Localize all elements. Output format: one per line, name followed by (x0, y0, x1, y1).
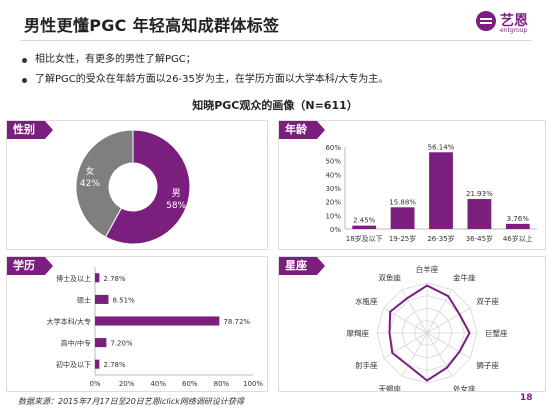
logo-subtext: entgroup (500, 27, 528, 34)
panel-tag-gender: 性别 (7, 121, 53, 139)
x-tick-label: 60% (182, 380, 198, 388)
page-title: 男性更懂PGC 年轻高知成群体标签 (24, 16, 280, 35)
y-tick-label: 60% (325, 144, 341, 152)
bullet-item: 了解PGC的受众在年龄方面以26-35岁为主，在学历方面以大学本科/大专为主。 (22, 70, 388, 90)
y-tick-label: 高中/中专 (61, 339, 91, 348)
bullet-text: 相比女性，有更多的男性了解PGC； (35, 54, 196, 65)
radar-axis-label: 白羊座 (416, 264, 439, 274)
bullet-list: 相比女性，有更多的男性了解PGC； 了解PGC的受众在年龄方面以26-35岁为主… (22, 50, 388, 90)
bar-value-label: 2.45% (353, 217, 376, 225)
age-panel: 年龄 0% 10% 20% 30% 40% 50% 60% 2.45% 18岁及以下 15.88%… (278, 120, 546, 250)
y-tick-label: 50% (325, 158, 341, 166)
gender-panel: 性别 男 58% 女 42% (6, 120, 268, 250)
radar-axis-label: 天蝎座 (379, 383, 402, 391)
y-tick-label: 初中及以下 (56, 360, 91, 369)
x-tick-label: 20% (119, 380, 135, 388)
bullet-dot-icon (22, 57, 27, 63)
panel-tag-age: 年龄 (279, 121, 325, 139)
x-tick-label: 36-45岁 (466, 234, 493, 243)
education-bar (95, 294, 109, 304)
radar-series-line (388, 284, 471, 382)
bar-value-label: 78.72% (223, 318, 250, 326)
radar-axis-label: 处女座 (453, 383, 476, 391)
age-bar (429, 152, 453, 229)
radar-spoke (426, 332, 471, 359)
logo-icon (476, 11, 496, 31)
radar-axis-label: 双子座 (476, 296, 499, 306)
chart-subtitle: 知晓PGC观众的画像（N=611） (192, 99, 358, 112)
x-tick-label: 80% (214, 380, 230, 388)
radar-axis-label: 摩羯座 (347, 328, 370, 338)
education-bar (95, 359, 100, 369)
radar-axis-label: 射手座 (355, 360, 378, 370)
bar-value-label: 21.93% (466, 190, 493, 198)
radar-axis-label: 巨蟹座 (485, 328, 508, 338)
x-tick-label: 46岁以上 (503, 234, 533, 243)
bar-value-label: 56.14% (428, 143, 455, 151)
radar-axis-label: 双鱼座 (379, 273, 402, 283)
bar-value-label: 15.88% (389, 198, 416, 206)
pie-slice-label: 男 (172, 188, 181, 199)
x-tick-label: 26-35岁 (427, 234, 454, 243)
bullet-item: 相比女性，有更多的男性了解PGC； (22, 50, 388, 70)
education-bar-chart: 0% 20% 40% 60% 80% 100% 2.78% 博士及以上 8.51% 硕士 78.72… (47, 267, 263, 388)
zodiac-panel: 星座 白羊座金牛座双子座巨蟹座狮子座处女座天秤座天蝎座射手座摩羯座水瓶座双鱼座 (278, 256, 546, 392)
education-panel: 学历 0% 20% 40% 60% 80% 100% 2.78% 博士及以上 8.51% 硕士 78… (6, 256, 268, 392)
bar-value-label: 3.76% (507, 215, 530, 223)
source-footnote: 数据来源：2015年7月17日至20日艺恩iclick网络调研设计获得 (18, 397, 244, 406)
panel-tag-education: 学历 (7, 257, 53, 275)
radar-spoke (401, 332, 428, 377)
bar-value-label: 2.78% (103, 361, 126, 369)
education-bar (95, 316, 220, 326)
x-tick-label: 0% (89, 380, 100, 388)
y-tick-label: 博士及以上 (56, 274, 91, 283)
radar-spoke (426, 332, 453, 377)
pie-slice (104, 129, 191, 245)
age-bar-chart: 0% 10% 20% 30% 40% 50% 60% 2.45% 18岁及以下 15.88% 19-… (325, 143, 537, 243)
y-tick-label: 40% (325, 171, 341, 179)
bar-value-label: 7.20% (110, 340, 133, 348)
education-bar (95, 273, 100, 283)
logo-name: 艺恩 (500, 13, 528, 29)
title-divider (20, 40, 532, 41)
education-bar (95, 338, 107, 348)
x-tick-label: 100% (243, 380, 263, 388)
radar-axis-label: 水瓶座 (355, 296, 378, 306)
y-tick-label: 0% (330, 226, 341, 234)
panel-tag-zodiac: 星座 (279, 257, 325, 275)
gender-pie-chart: 男 58% 女 42% (75, 129, 191, 245)
y-tick-label: 30% (325, 185, 341, 193)
page-number: 18 (520, 393, 533, 403)
zodiac-radar-chart: 白羊座金牛座双子座巨蟹座狮子座处女座天秤座天蝎座射手座摩羯座水瓶座双鱼座 (347, 264, 508, 391)
pie-slice (75, 129, 134, 238)
pie-slice-label: 女 (85, 165, 94, 177)
bullet-text: 了解PGC的受众在年龄方面以26-35岁为主，在学历方面以大学本科/大专为主。 (35, 74, 389, 85)
radar-axis-label: 金牛座 (453, 273, 476, 283)
radar-spoke (401, 289, 428, 334)
age-bar (505, 223, 530, 229)
y-tick-label: 10% (325, 212, 341, 220)
age-bar (467, 199, 492, 229)
bar-value-label: 2.78% (103, 275, 126, 283)
pie-value-label: 58% (166, 201, 186, 211)
x-tick-label: 19-25岁 (389, 234, 416, 243)
brand-logo: 艺恩 entgroup (476, 10, 542, 36)
radar-axis-label: 狮子座 (476, 360, 499, 370)
bullet-dot-icon (22, 77, 27, 83)
radar-spoke (426, 307, 471, 334)
x-tick-label: 40% (150, 380, 166, 388)
age-bar (390, 207, 415, 229)
y-tick-label: 大学本科/大专 (47, 317, 91, 326)
radar-spoke (383, 332, 428, 359)
y-tick-label: 20% (325, 199, 341, 207)
bar-value-label: 8.51% (112, 296, 135, 304)
age-bar (352, 225, 377, 229)
y-tick-label: 硕士 (77, 295, 91, 304)
pie-value-label: 42% (80, 179, 100, 189)
x-tick-label: 18岁及以下 (346, 234, 383, 243)
